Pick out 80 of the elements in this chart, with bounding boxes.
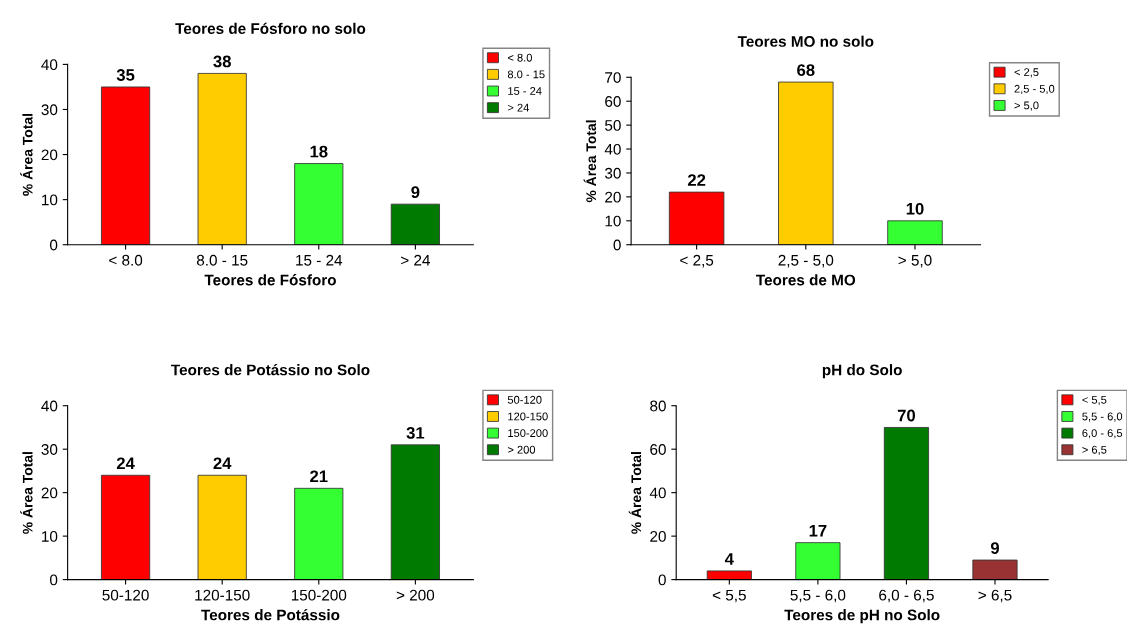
x-tick-label: > 200: [396, 589, 435, 601]
x-tick-label: > 24: [401, 254, 431, 266]
y-tick-label: 10: [605, 215, 621, 227]
y-axis-title: % Área Total: [583, 120, 597, 203]
legend-label: 50-120: [507, 395, 542, 404]
data-label: 31: [406, 426, 425, 439]
y-tick-label: 20: [605, 191, 621, 203]
x-tick-label: 150-200: [291, 589, 347, 601]
data-label: 68: [797, 64, 815, 76]
x-tick-label: > 6,5: [978, 589, 1012, 603]
y-tick-label: 0: [613, 239, 621, 251]
data-label: 9: [411, 186, 420, 199]
x-axis-title: Teores de Potássio: [201, 608, 340, 621]
legend-label: 5,5 - 6,0: [1082, 412, 1123, 422]
data-label: 70: [897, 409, 916, 422]
y-tick-label: 20: [41, 487, 58, 499]
legend-label: 150-200: [508, 429, 548, 438]
y-tick-label: 40: [41, 400, 58, 412]
x-tick-label: < 5,5: [712, 589, 746, 603]
x-axis-title: Teores de Fósforo: [204, 274, 336, 286]
y-axis-title: % Área Total: [20, 113, 33, 196]
data-label: 22: [687, 174, 706, 186]
legend-label: > 200: [507, 445, 536, 454]
data-label: 21: [310, 470, 328, 483]
y-tick-label: 10: [42, 194, 58, 206]
legend-label: 2,5 - 5,0: [1014, 84, 1055, 95]
legend-label: < 8.0: [507, 53, 532, 62]
chart-title: pH do Solo: [822, 364, 902, 379]
data-label: 9: [990, 542, 999, 554]
y-tick-label: 60: [650, 444, 666, 455]
x-tick-label: 8.0 - 15: [196, 254, 248, 266]
chart-title: Teores de Potássio no Solo: [171, 363, 370, 376]
data-label: 17: [809, 524, 827, 537]
x-tick-label: < 2,5: [680, 254, 714, 268]
legend-label: > 6,5: [1082, 445, 1107, 455]
legend-label: > 24: [507, 103, 530, 112]
x-axis-title: Teores de MO: [756, 274, 856, 286]
y-tick-label: 40: [649, 487, 666, 499]
y-tick-label: 20: [41, 149, 58, 161]
legend-label: 15 - 24: [508, 87, 542, 95]
y-tick-label: 60: [605, 96, 621, 107]
chart-title: Teores de Fósforo no solo: [175, 22, 366, 34]
y-tick-label: 30: [604, 167, 621, 179]
y-tick-label: 10: [42, 531, 58, 542]
data-label: 35: [116, 69, 135, 81]
data-label: 10: [906, 202, 924, 215]
x-tick-label: 5,5 - 6,0: [790, 589, 846, 603]
y-tick-label: 70: [605, 72, 621, 83]
x-tick-label: 120-150: [195, 589, 250, 601]
legend-label: > 5,0: [1014, 101, 1039, 111]
y-tick-label: 40: [41, 59, 58, 71]
y-tick-label: 0: [50, 239, 58, 251]
y-tick-label: 0: [658, 574, 666, 586]
legend-label: 6,0 - 6,5: [1082, 429, 1123, 439]
data-label: 24: [213, 457, 232, 470]
legend-label: 8.0 - 15: [507, 70, 545, 79]
y-axis-title: % Área Total: [628, 452, 642, 534]
x-tick-label: < 8.0: [109, 254, 143, 266]
data-label: 38: [213, 55, 231, 68]
chart-title: Teores MO no solo: [737, 35, 874, 47]
y-tick-label: 0: [50, 574, 58, 586]
y-tick-label: 80: [650, 400, 666, 412]
x-tick-label: 2,5 - 5,0: [778, 254, 834, 268]
data-label: 24: [116, 457, 135, 470]
y-tick-label: 30: [41, 444, 58, 455]
legend-label: < 5,5: [1082, 395, 1107, 406]
y-tick-label: 20: [650, 531, 666, 542]
x-tick-label: 6,0 - 6,5: [879, 589, 934, 603]
legend-label: < 2,5: [1014, 68, 1039, 78]
x-tick-label: 50-120: [102, 589, 149, 601]
data-label: 4: [724, 553, 734, 565]
y-axis-title: % Área Total: [20, 452, 33, 534]
legend-label: 120-150: [508, 412, 548, 421]
y-tick-label: 50: [605, 119, 621, 131]
y-tick-label: 40: [604, 143, 621, 155]
x-tick-label: 15 - 24: [296, 254, 343, 266]
data-label: 18: [310, 145, 328, 158]
x-axis-title: Teores de pH no Solo: [784, 609, 940, 624]
x-tick-label: > 5,0: [898, 254, 932, 268]
y-tick-label: 30: [41, 104, 58, 116]
